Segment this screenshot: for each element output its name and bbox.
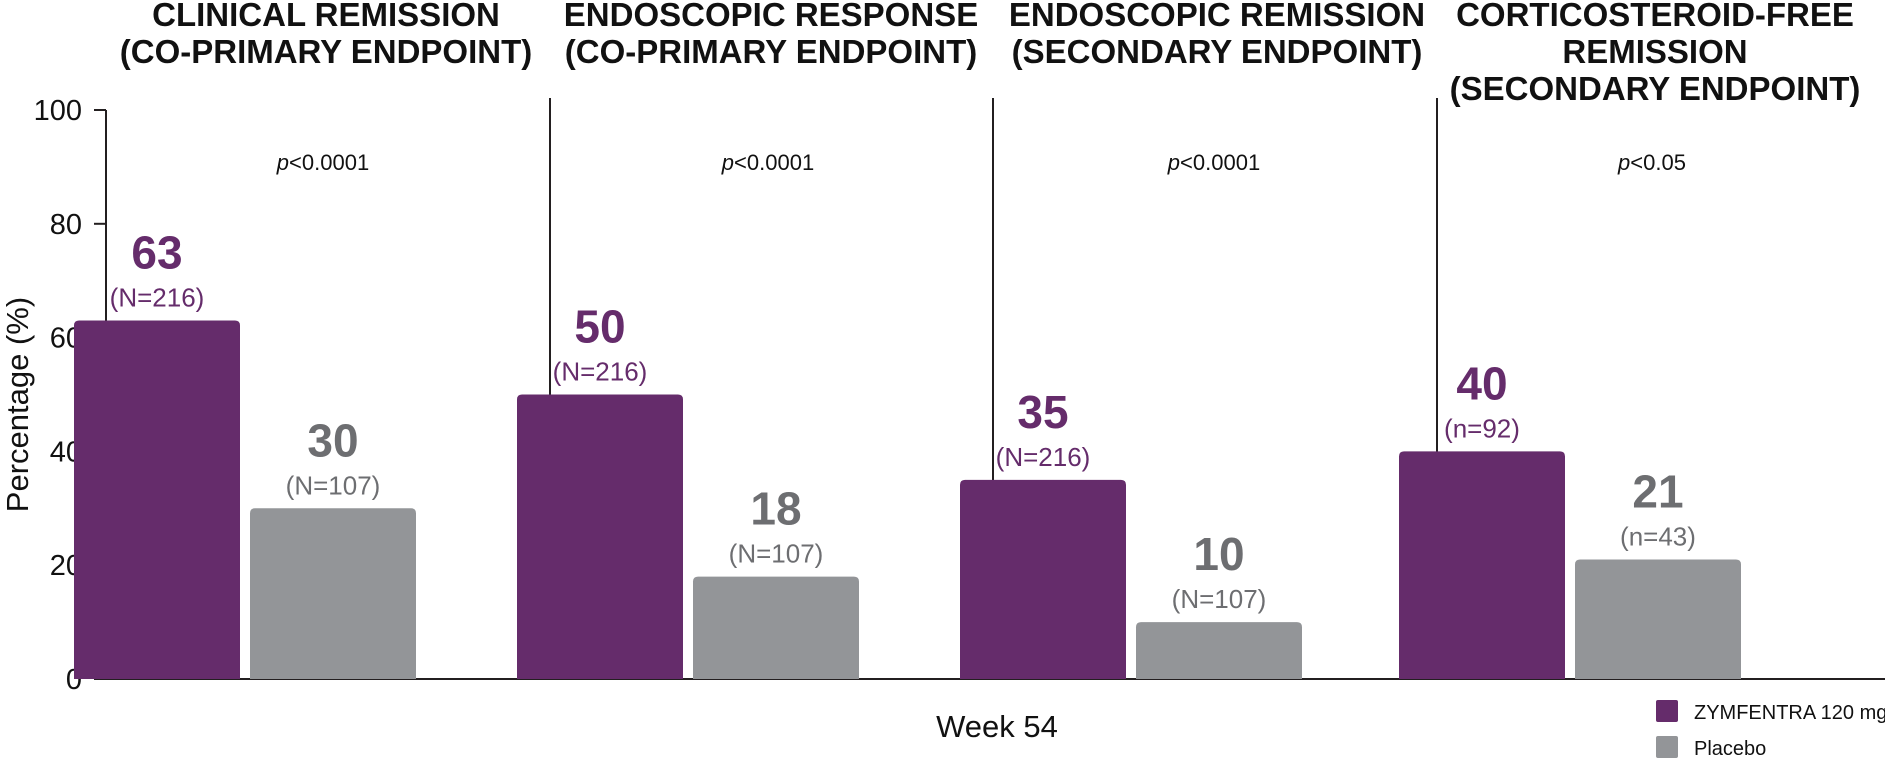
bar-zymfentra — [1399, 451, 1565, 679]
p-value: p<0.0001 — [721, 150, 814, 175]
legend-swatch-zymfentra — [1656, 700, 1678, 722]
value-label: 35 — [1017, 386, 1068, 438]
y-axis-title: Percentage (%) — [0, 297, 35, 512]
group-title-line: REMISSION — [1562, 33, 1747, 70]
bar-placebo — [250, 508, 416, 679]
value-label: 63 — [131, 227, 182, 279]
group-title-line: ENDOSCOPIC REMISSION — [1009, 0, 1425, 33]
n-label: (N=216) — [553, 357, 648, 387]
group-title-line: (CO-PRIMARY ENDPOINT) — [565, 33, 978, 70]
bar-placebo — [1136, 622, 1302, 679]
group-title-line: CORTICOSTEROID-FREE — [1456, 0, 1854, 33]
n-label: (N=216) — [996, 442, 1091, 472]
bar-zymfentra — [74, 320, 240, 679]
value-label: 40 — [1456, 357, 1507, 409]
value-label: 18 — [750, 483, 801, 535]
legend-swatch-placebo — [1656, 736, 1678, 758]
n-label: (N=107) — [729, 539, 824, 569]
bar-placebo — [693, 576, 859, 679]
value-label: 50 — [574, 301, 625, 353]
p-value: p<0.05 — [1617, 150, 1686, 175]
legend-label: ZYMFENTRA 120 mg — [1694, 702, 1885, 724]
n-label: (n=43) — [1620, 522, 1696, 552]
legend-label: Placebo — [1694, 738, 1766, 760]
n-label: (N=107) — [1172, 584, 1267, 614]
bar-zymfentra — [517, 394, 683, 679]
p-value: p<0.0001 — [276, 150, 369, 175]
y-tick-label: 100 — [34, 95, 82, 127]
group-title-line: (CO-PRIMARY ENDPOINT) — [120, 33, 533, 70]
value-label: 21 — [1632, 466, 1683, 518]
n-label: (N=107) — [286, 470, 381, 500]
x-axis-title: Week 54 — [936, 709, 1058, 744]
n-label: (n=92) — [1444, 413, 1520, 443]
group-title-line: CLINICAL REMISSION — [152, 0, 500, 33]
value-label: 10 — [1193, 528, 1244, 580]
group-title-line: (SECONDARY ENDPOINT) — [1450, 70, 1861, 107]
group-title-line: (SECONDARY ENDPOINT) — [1012, 33, 1423, 70]
group-title-line: ENDOSCOPIC RESPONSE — [564, 0, 978, 33]
n-label: (N=216) — [110, 283, 205, 313]
p-value: p<0.0001 — [1167, 150, 1260, 175]
y-tick-label: 80 — [50, 209, 82, 241]
bar-zymfentra — [960, 479, 1126, 679]
value-label: 30 — [307, 414, 358, 466]
bar-placebo — [1575, 559, 1741, 679]
